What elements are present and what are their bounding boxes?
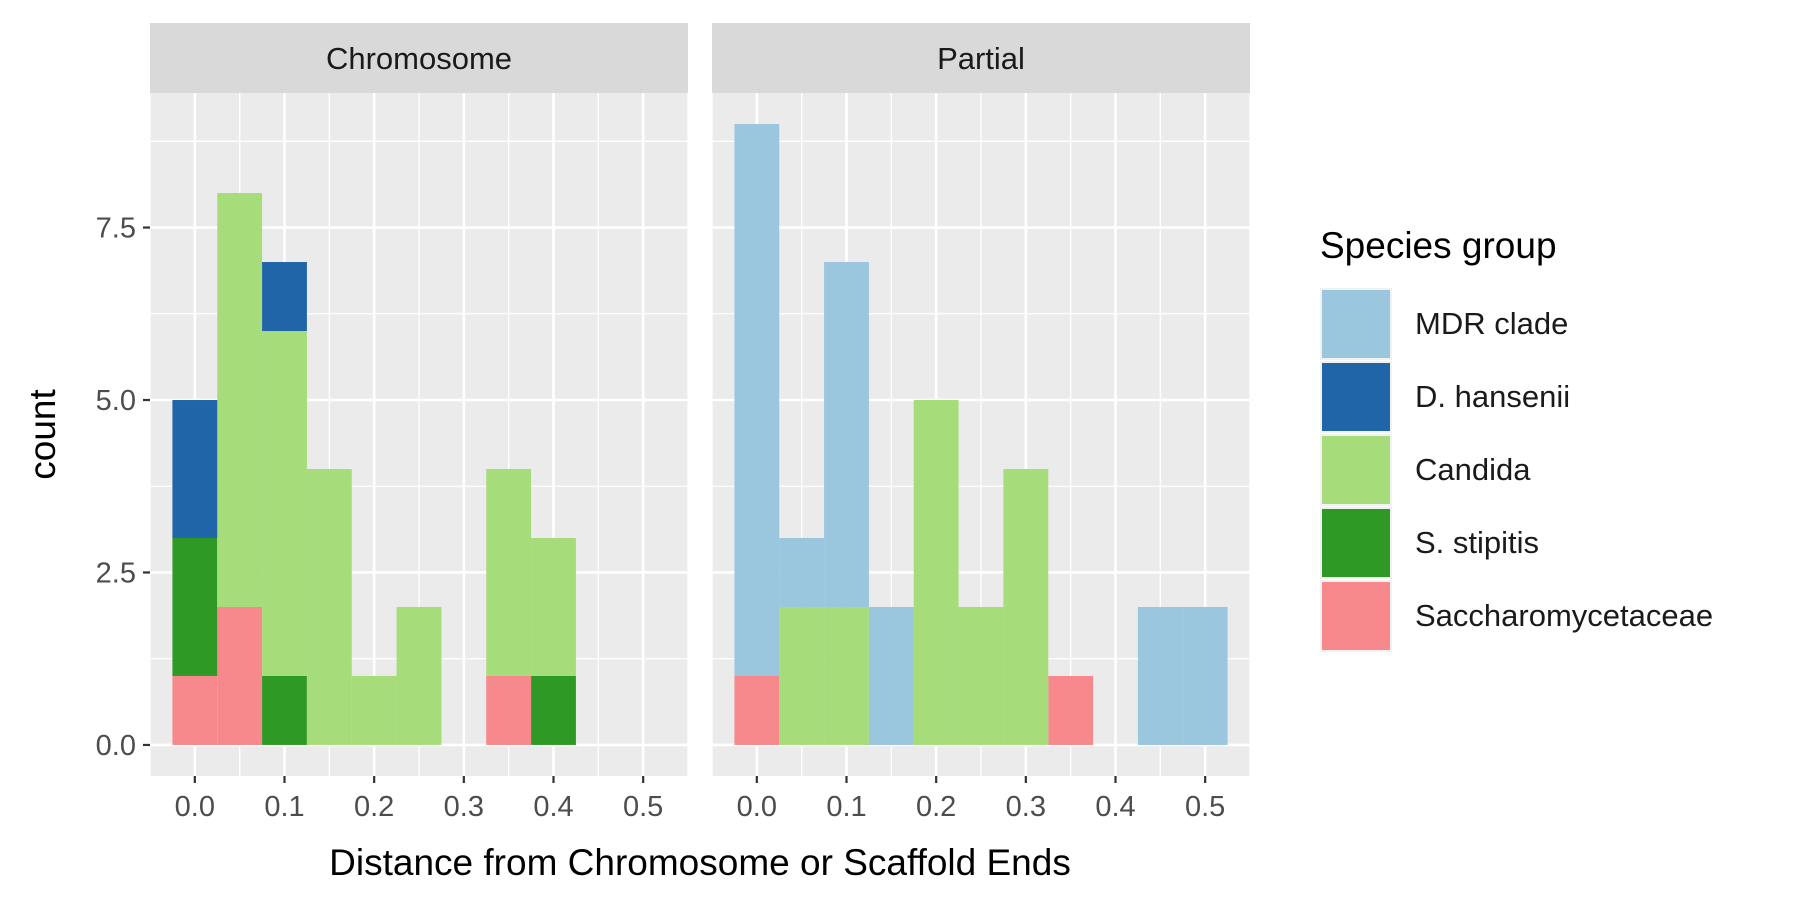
legend: Species group MDR clade D. hansenii Candida… xyxy=(1320,225,1713,652)
bar-candida xyxy=(217,193,263,607)
x-tick-label: 0.1 xyxy=(826,791,866,823)
x-tick-label: 0.3 xyxy=(1006,791,1046,823)
x-tick-label: 0.4 xyxy=(1095,791,1135,823)
y-tick-label: 0.0 xyxy=(96,730,136,762)
legend-title: Species group xyxy=(1320,225,1557,266)
x-tick-label: 0.1 xyxy=(264,791,304,823)
facet-strip-label: Chromosome xyxy=(326,41,512,76)
legend-swatch xyxy=(1322,509,1390,577)
bar-mdr-clade xyxy=(824,262,869,607)
facet-strip xyxy=(712,23,1250,93)
x-tick-label: 0.2 xyxy=(354,791,394,823)
x-tick-label: 0.5 xyxy=(1185,791,1225,823)
bar-candida xyxy=(396,606,442,745)
bar-candida xyxy=(958,606,1004,745)
bar-s-stipitis xyxy=(172,537,218,676)
facet-strip-label: Partial xyxy=(937,41,1025,76)
y-tick-label: 5.0 xyxy=(96,385,136,417)
bar-mdr-clade xyxy=(734,124,780,676)
bar-d-hansenii xyxy=(262,262,307,332)
legend-label: Candida xyxy=(1415,452,1531,487)
legend-label: S. stipitis xyxy=(1415,525,1539,560)
bar-candida xyxy=(779,606,825,745)
facet-panels: Chromosome 0.0 0.1 0.2 0.3 0.4 0.5 0.0 2.5 5.0 7.5… xyxy=(96,23,1251,823)
legend-swatch xyxy=(1322,363,1390,431)
bar-d-hansenii xyxy=(172,400,218,538)
y-axis-label: count xyxy=(22,389,63,480)
bar-candida xyxy=(531,537,576,676)
bar-saccharomycetaceae xyxy=(734,675,780,745)
legend-label: Saccharomycetaceae xyxy=(1415,598,1713,633)
x-tick-label: 0.3 xyxy=(444,791,484,823)
bar-s-stipitis xyxy=(262,675,307,745)
bar-saccharomycetaceae xyxy=(172,675,218,745)
bar-saccharomycetaceae xyxy=(1048,675,1094,745)
bar-candida xyxy=(913,400,959,745)
bar-s-stipitis xyxy=(531,675,576,745)
x-tick-label: 0.5 xyxy=(623,791,663,823)
y-tick-label: 2.5 xyxy=(96,557,136,589)
legend-swatch xyxy=(1322,582,1390,650)
legend-swatch xyxy=(1322,436,1390,504)
facet-panel-chromosome: Chromosome 0.0 0.1 0.2 0.3 0.4 0.5 0.0 2.5 5.0 7.5 xyxy=(96,23,689,823)
bar-candida xyxy=(1003,468,1049,745)
bar-saccharomycetaceae xyxy=(217,606,263,745)
bar-saccharomycetaceae xyxy=(486,675,532,745)
bar-mdr-clade xyxy=(779,537,825,607)
bar-mdr-clade xyxy=(1182,606,1228,745)
bar-mdr-clade xyxy=(1137,606,1183,745)
legend-label: MDR clade xyxy=(1415,306,1568,341)
x-tick-label: 0.4 xyxy=(533,791,573,823)
bar-candida xyxy=(351,675,397,745)
legend-swatch xyxy=(1322,290,1390,358)
facet-strip xyxy=(150,23,688,93)
bar-candida xyxy=(824,606,869,745)
bar-candida xyxy=(262,331,307,676)
bar-mdr-clade xyxy=(868,606,914,745)
legend-label: D. hansenii xyxy=(1415,379,1570,414)
bar-candida xyxy=(486,468,532,676)
facet-panel-partial: Partial 0.0 0.1 0.2 0.3 0.4 0.5 xyxy=(711,23,1251,823)
x-axis-label: Distance from Chromosome or Scaffold End… xyxy=(329,842,1071,883)
bar-candida xyxy=(306,468,352,745)
y-tick-label: 7.5 xyxy=(96,213,136,245)
x-tick-label: 0.0 xyxy=(175,791,215,823)
x-tick-label: 0.2 xyxy=(916,791,956,823)
x-tick-label: 0.0 xyxy=(737,791,777,823)
